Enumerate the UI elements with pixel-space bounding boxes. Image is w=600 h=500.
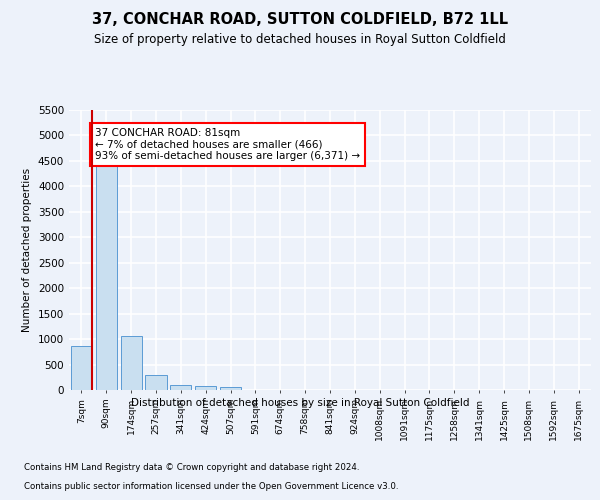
- Y-axis label: Number of detached properties: Number of detached properties: [22, 168, 32, 332]
- Text: 37 CONCHAR ROAD: 81sqm
← 7% of detached houses are smaller (466)
93% of semi-det: 37 CONCHAR ROAD: 81sqm ← 7% of detached …: [95, 128, 360, 161]
- Text: Contains HM Land Registry data © Crown copyright and database right 2024.: Contains HM Land Registry data © Crown c…: [24, 464, 359, 472]
- Bar: [96, 158, 117, 390]
- Bar: [71, 346, 92, 390]
- Text: Contains public sector information licensed under the Open Government Licence v3: Contains public sector information licen…: [24, 482, 398, 491]
- Bar: [170, 386, 191, 390]
- Bar: [145, 375, 167, 390]
- Bar: [220, 387, 241, 390]
- Bar: [121, 336, 142, 390]
- Text: Size of property relative to detached houses in Royal Sutton Coldfield: Size of property relative to detached ho…: [94, 32, 506, 46]
- Text: Distribution of detached houses by size in Royal Sutton Coldfield: Distribution of detached houses by size …: [131, 398, 469, 407]
- Text: 37, CONCHAR ROAD, SUTTON COLDFIELD, B72 1LL: 37, CONCHAR ROAD, SUTTON COLDFIELD, B72 …: [92, 12, 508, 28]
- Bar: [195, 386, 216, 390]
